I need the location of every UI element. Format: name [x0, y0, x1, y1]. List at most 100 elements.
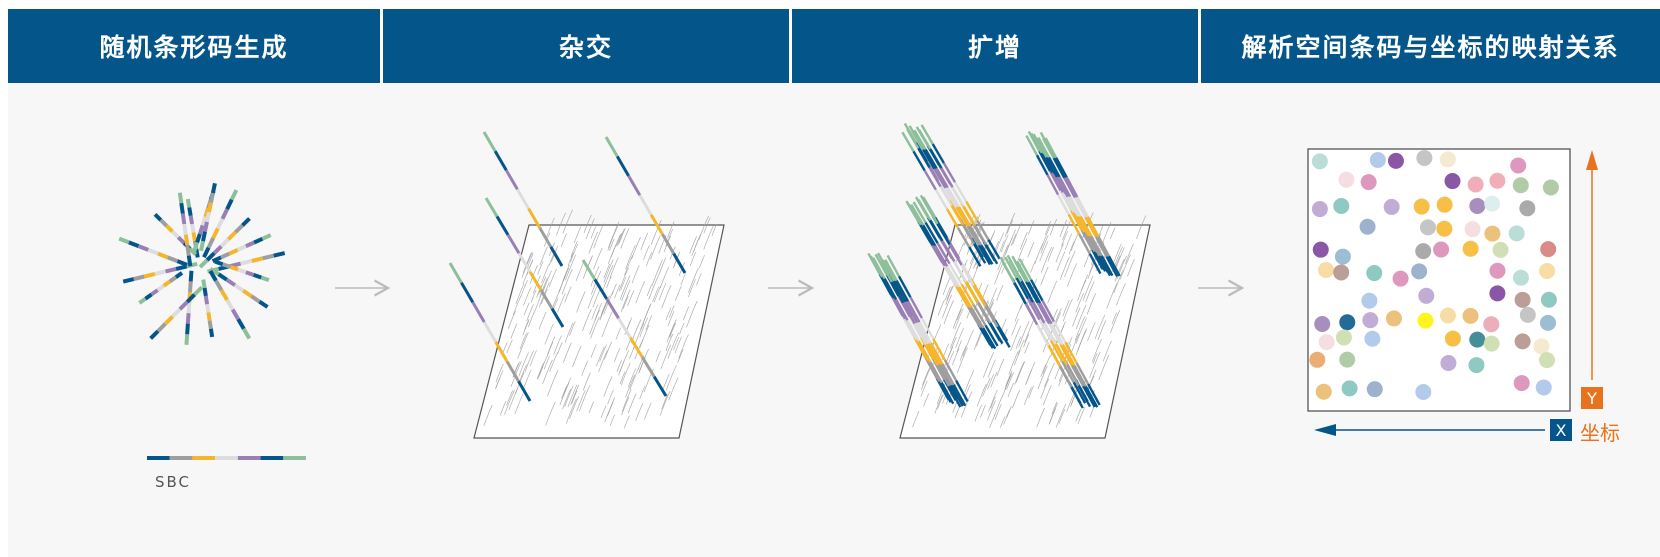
barcode-segment: [1051, 172, 1064, 193]
barcode-segment: [175, 264, 188, 271]
barcode-segment: [1015, 277, 1030, 300]
tissue-fiber: [947, 336, 957, 358]
barcode-segment: [1016, 260, 1030, 283]
tissue-fiber: [619, 275, 631, 301]
barcode-segment: [1064, 341, 1078, 364]
coordinate-label: 坐标: [1580, 421, 1620, 445]
tissue-fiber: [593, 247, 603, 270]
barcode: [1018, 258, 1101, 406]
tissue-fiber: [954, 308, 964, 330]
barcode-segment: [1042, 137, 1055, 159]
tissue-fiber: [1027, 241, 1035, 258]
tissue-fiber: [711, 224, 717, 236]
barcode-segment: [1036, 302, 1051, 325]
tissue-fiber: [987, 374, 995, 390]
barcode-segment: [1066, 196, 1080, 218]
barcode-segment: [137, 244, 150, 252]
barcode-segment: [186, 255, 193, 267]
barcode-segment: [250, 294, 261, 304]
tissue-fiber: [1006, 406, 1012, 418]
tissue-fiber: [544, 232, 551, 247]
barcode-segment: [154, 269, 166, 276]
spot: [1318, 261, 1335, 278]
tissue-fiber: [529, 264, 539, 284]
barcode-segment: [1004, 256, 1018, 279]
barcode-segment: [217, 272, 228, 282]
spot: [1362, 312, 1379, 329]
tissue-fiber: [660, 344, 672, 370]
barcode-segment: [1048, 170, 1062, 192]
tissue-fiber: [615, 327, 622, 340]
barcode: [1027, 130, 1104, 271]
barcode: [177, 192, 193, 267]
tissue-fiber: [1024, 341, 1030, 354]
tissue-fiber: [646, 284, 653, 297]
tissue-fiber: [573, 226, 582, 244]
barcode-segment: [460, 281, 475, 304]
tissue-fiber: [1008, 351, 1019, 375]
barcode-segment: [245, 270, 255, 277]
barcode-segment: [951, 186, 965, 208]
tissue-fiber: [698, 254, 705, 269]
barcode-segment: [922, 149, 936, 170]
barcode-segment: [220, 251, 231, 260]
spot: [1338, 171, 1355, 188]
barcode-segment: [1080, 229, 1094, 251]
tissue-fiber: [996, 284, 1004, 301]
barcode-segment: [482, 321, 498, 343]
tissue-fiber: [1097, 320, 1107, 341]
tissue-fiber: [1025, 369, 1033, 386]
tissue-fiber: [990, 396, 996, 409]
barcode-segment: [147, 247, 159, 256]
tissue-fiber: [483, 405, 493, 426]
tissue-fiber: [583, 214, 592, 234]
barcode-segment: [617, 317, 632, 339]
tissue-fiber: [537, 261, 544, 275]
barcode-segment: [187, 207, 193, 217]
barcode-segment: [143, 272, 156, 279]
spot: [1436, 220, 1453, 237]
tissue-fiber: [542, 359, 553, 385]
barcode: [202, 189, 239, 259]
barcode: [1025, 134, 1102, 275]
barcode: [482, 131, 564, 267]
tissue-fiber: [625, 374, 636, 398]
tissue-fiber: [1080, 274, 1089, 292]
barcode-segment: [225, 298, 235, 311]
barcode: [1030, 132, 1107, 272]
barcode-segment: [156, 284, 165, 292]
barcode-segment: [197, 224, 205, 235]
tissue-fiber: [539, 354, 549, 376]
barcode-segment: [907, 300, 921, 323]
barcode-segment: [1072, 211, 1086, 233]
tissue-fiber: [1094, 314, 1106, 339]
tissue-fiber: [659, 266, 670, 289]
tissue-fiber: [536, 362, 544, 379]
tissue-fiber: [1075, 317, 1088, 344]
spot: [1535, 379, 1552, 396]
barcode-segment: [186, 302, 192, 314]
barcode: [881, 259, 964, 407]
tissue-fiber: [982, 284, 989, 299]
tissue-fiber: [1039, 240, 1049, 262]
barcode: [918, 129, 999, 265]
barcode-segment: [202, 287, 208, 297]
barcode-segment: [171, 230, 180, 239]
barcode-segment: [931, 143, 945, 164]
spot: [1335, 329, 1352, 346]
barcode-segment: [236, 244, 247, 252]
barcode-segment: [895, 298, 909, 321]
barcode-segment: [1063, 177, 1076, 199]
tissue-fiber: [937, 394, 944, 410]
barcode-segment: [482, 131, 497, 152]
tissue-fiber: [541, 264, 550, 284]
spot: [1315, 383, 1332, 400]
tissue-fiber: [570, 240, 578, 258]
barcode-segment: [884, 259, 898, 282]
tissue-fiber: [599, 344, 607, 362]
barcode-segment: [190, 223, 196, 233]
tissue-fiber: [994, 403, 1002, 420]
tissue-fiber: [606, 276, 612, 289]
tissue-fiber: [538, 282, 550, 308]
tissue-fiber: [997, 244, 1009, 271]
